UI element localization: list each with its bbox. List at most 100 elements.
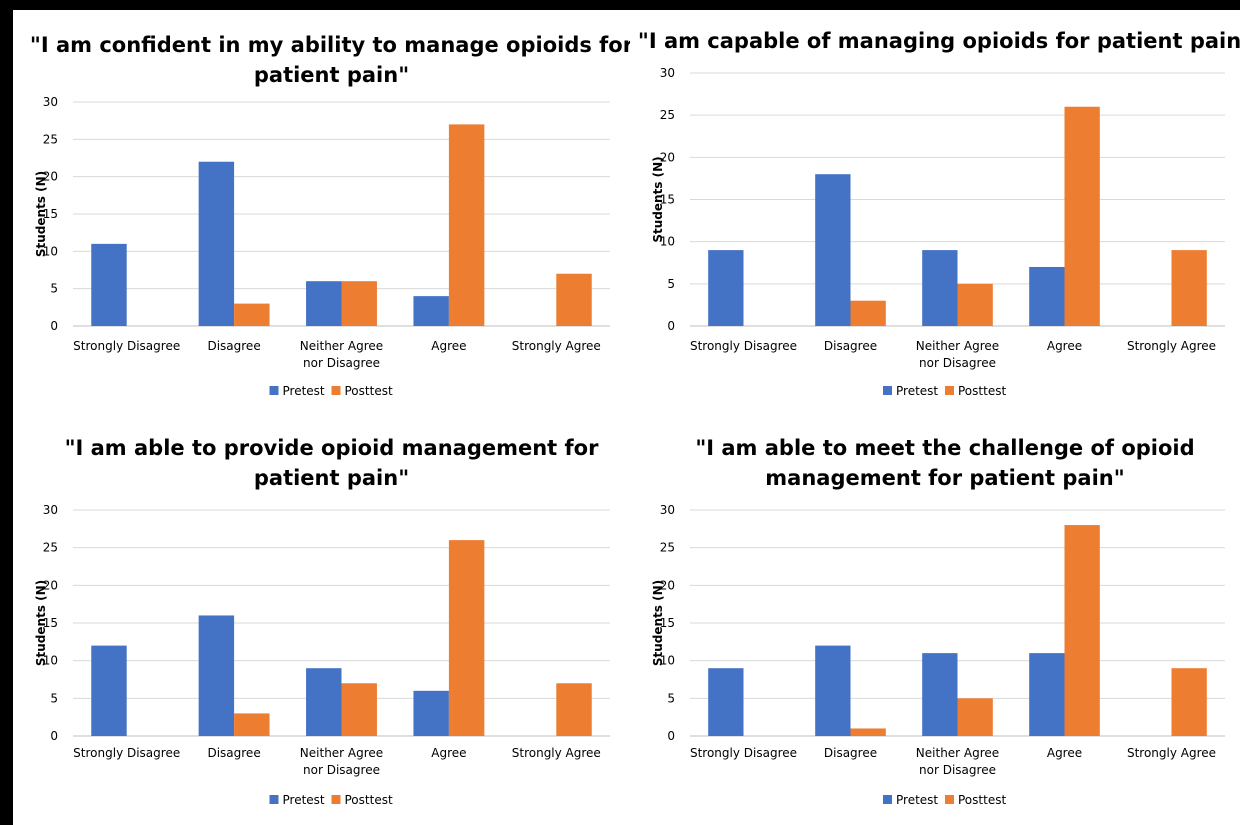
legend-swatch-pretest	[269, 386, 279, 395]
x-tick-label: Strongly Disagree	[73, 746, 180, 760]
bar-chart-challenge: "I am able to meet the challenge of opio…	[651, 436, 1225, 807]
bar-posttest	[234, 713, 270, 736]
x-tick-label: Agree	[431, 339, 466, 353]
bar-pretest	[815, 645, 851, 736]
x-tick-label: Disagree	[824, 746, 877, 760]
bar-pretest	[413, 296, 449, 326]
x-tick-label: Neither Agree	[300, 746, 383, 760]
legend-label-posttest: Posttest	[345, 793, 393, 807]
chart-title: "I am able to provide opioid management …	[65, 436, 600, 460]
y-tick-label: 30	[660, 503, 675, 517]
legend-label-pretest: Pretest	[283, 384, 325, 398]
y-axis-label: Students (N)	[34, 580, 48, 666]
bar-posttest	[957, 283, 993, 326]
chart-panel-capable: "I am capable of managing opioids for pa…	[630, 10, 1240, 420]
x-tick-label: Disagree	[207, 746, 260, 760]
bar-posttest	[448, 124, 485, 327]
y-tick-label: 20	[43, 578, 58, 592]
bar-posttest	[556, 683, 592, 736]
x-tick-label: Strongly Disagree	[690, 339, 797, 353]
y-axis-label: Students (N)	[651, 580, 665, 666]
y-tick-label: 20	[660, 150, 675, 164]
y-tick-label: 25	[43, 132, 58, 146]
bar-posttest	[1064, 106, 1100, 326]
y-tick-label: 0	[667, 319, 675, 333]
y-tick-label: 25	[43, 541, 58, 555]
y-tick-label: 30	[43, 95, 58, 109]
bar-chart-provide: "I am able to provide opioid management …	[34, 436, 610, 807]
y-tick-label: 30	[660, 66, 675, 80]
bar-pretest	[198, 161, 235, 326]
y-tick-label: 15	[43, 207, 58, 221]
legend-label-posttest: Posttest	[958, 793, 1006, 807]
legend-swatch-pretest	[883, 386, 892, 395]
bar-posttest	[341, 281, 377, 326]
y-tick-label: 5	[50, 691, 58, 705]
y-tick-label: 0	[50, 319, 58, 333]
y-tick-label: 5	[667, 691, 675, 705]
legend-swatch-posttest	[945, 386, 954, 395]
y-tick-label: 20	[660, 578, 675, 592]
legend-swatch-pretest	[883, 795, 892, 804]
x-tick-label: nor Disagree	[303, 356, 380, 370]
x-tick-label: Agree	[1047, 746, 1082, 760]
bar-posttest	[341, 683, 377, 736]
bar-pretest	[413, 690, 449, 736]
chart-title: management for patient pain"	[765, 466, 1124, 490]
y-tick-label: 5	[50, 282, 58, 296]
chart-panel-provide: "I am able to provide opioid management …	[13, 420, 630, 825]
legend-swatch-posttest	[331, 795, 341, 804]
x-tick-label: Strongly Disagree	[690, 746, 797, 760]
legend-label-pretest: Pretest	[896, 384, 938, 398]
y-tick-label: 0	[667, 729, 675, 743]
y-tick-label: 0	[50, 729, 58, 743]
x-tick-label: Strongly Agree	[512, 339, 601, 353]
bar-pretest	[815, 174, 851, 326]
legend-label-pretest: Pretest	[283, 793, 325, 807]
chart-title: patient pain"	[254, 63, 409, 87]
x-tick-label: Strongly Agree	[1127, 746, 1216, 760]
y-tick-label: 15	[43, 616, 58, 630]
bar-chart-confident: "I am confident in my ability to manage …	[30, 33, 630, 398]
y-tick-label: 5	[667, 277, 675, 291]
bar-pretest	[1029, 653, 1065, 736]
x-tick-label: Agree	[431, 746, 466, 760]
chart-title: "I am able to meet the challenge of opio…	[695, 436, 1194, 460]
legend-label-pretest: Pretest	[896, 793, 938, 807]
legend-label-posttest: Posttest	[958, 384, 1006, 398]
y-axis-label: Students (N)	[34, 171, 48, 257]
bar-posttest	[1064, 525, 1100, 736]
bar-posttest	[234, 303, 270, 326]
x-tick-label: Neither Agree	[300, 339, 383, 353]
y-tick-label: 10	[43, 654, 58, 668]
x-tick-label: nor Disagree	[919, 356, 996, 370]
y-tick-label: 15	[660, 193, 675, 207]
x-tick-label: nor Disagree	[303, 763, 380, 777]
x-tick-label: Agree	[1047, 339, 1082, 353]
bar-pretest	[708, 668, 744, 736]
bar-pretest	[708, 250, 744, 326]
bar-chart-capable: "I am capable of managing opioids for pa…	[638, 29, 1240, 398]
bar-posttest	[1171, 668, 1207, 736]
divider-top	[0, 0, 1240, 10]
x-tick-label: nor Disagree	[919, 763, 996, 777]
y-tick-label: 30	[43, 503, 58, 517]
bar-pretest	[306, 281, 342, 326]
y-axis-label: Students (N)	[651, 156, 665, 242]
legend-label-posttest: Posttest	[345, 384, 393, 398]
bar-pretest	[922, 250, 958, 326]
bar-pretest	[198, 615, 235, 736]
bar-pretest	[306, 668, 342, 736]
bar-pretest	[91, 645, 127, 736]
bar-posttest	[1171, 250, 1207, 326]
x-tick-label: Strongly Disagree	[73, 339, 180, 353]
y-tick-label: 25	[660, 108, 675, 122]
y-tick-label: 15	[660, 616, 675, 630]
x-tick-label: Neither Agree	[916, 746, 999, 760]
chart-panel-confident: "I am confident in my ability to manage …	[13, 10, 630, 420]
y-tick-label: 10	[660, 654, 675, 668]
x-tick-label: Disagree	[824, 339, 877, 353]
divider-left	[0, 0, 13, 825]
legend-swatch-pretest	[269, 795, 279, 804]
